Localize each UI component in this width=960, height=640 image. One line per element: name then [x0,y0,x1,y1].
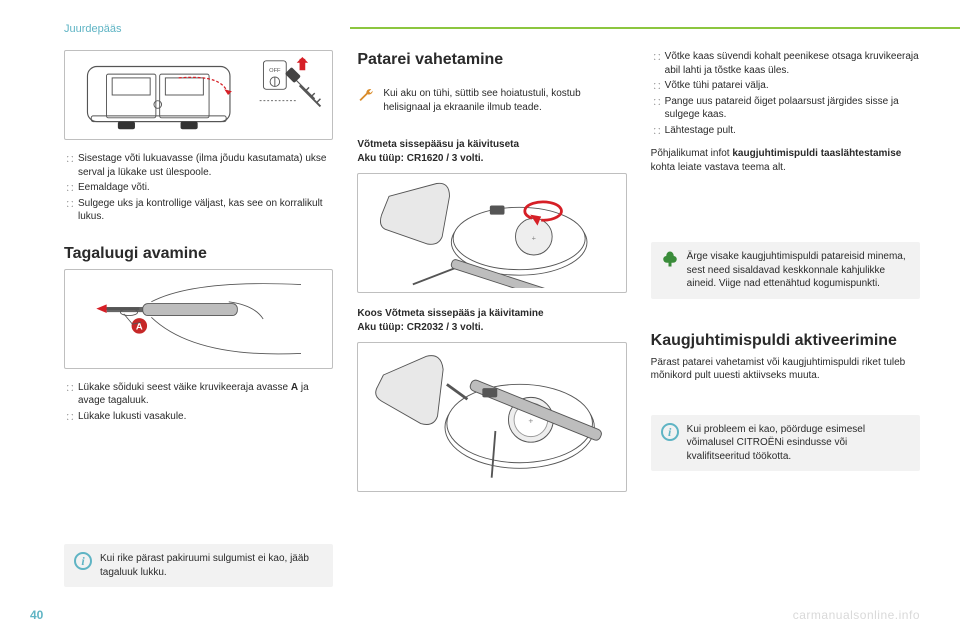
info-callout: i Kui rike pärast pakiruumi sulgumist ei… [64,544,333,587]
callout-text: Kui rike pärast pakiruumi sulgumist ei k… [100,552,323,579]
info-callout: i Kui probleem ei kao, pöörduge esimesel… [651,415,920,472]
battery-subtitle-2-line-1: Koos Võtmeta sissepääs ja käivitamine [357,307,626,321]
step-text: Pange uus patareid õiget polaarsust järg… [665,96,899,121]
battery-subtitle-1-line-1: Võtmeta sissepääsu ja käivituseta [357,138,626,152]
text-part: kohta leiate vastava teema alt. [651,162,786,173]
tailgate-step-list: Lükake sõiduki seest väike kruvikeeraja … [64,381,333,426]
step-text: Võtke tühi patarei välja. [665,80,769,91]
cover-step-item: Võtke kaas süvendi kohalt peenikese otsa… [651,50,920,77]
column-3: Võtke kaas süvendi kohalt peenikese otsa… [651,50,920,595]
reinit-body: Pärast patarei vahetamist või kaugjuhtim… [651,356,920,383]
fob-open-drawing-2: + [362,347,621,487]
tailgate-illustration: A [64,269,333,369]
van-rear-illustration: OFF [64,50,333,140]
heading-battery: Patarei vahetamine [357,50,626,69]
tailgate-step-item: Lükake sõiduki seest väike kruvikeeraja … [64,381,333,408]
step-text: Sisestage võti lukuavasse (ilma jõudu ka… [78,153,326,178]
step-text: Sulgege uks ja kontrollige väljast, kas … [78,198,323,223]
step-text: Eemaldage võti. [78,182,150,193]
keyfob-illustration-1: + [357,173,626,293]
callout-text: Kui probleem ei kao, pöörduge esimesel v… [687,423,910,464]
heading-tailgate: Tagaluugi avamine [64,244,333,263]
cover-step-list: Võtke kaas süvendi kohalt peenikese otsa… [651,50,920,139]
section-header: Juurdepääs [64,23,122,35]
content-columns: OFF Sisestage võti lukuavasse (ilma jõud [64,50,920,595]
reset-more-info: Põhjalikumat infot kaugjuhtimispuldi taa… [651,147,920,174]
manual-page: Juurdepääs 40 carmanualsonline.info [0,0,960,640]
watermark: carmanualsonline.info [793,608,920,622]
wrench-callout: Kui aku on tühi, süttib see hoiatustuli,… [357,83,626,118]
key-off-drawing: OFF [256,57,326,133]
step-text-part: Lükake sõiduki seest väike kruvikeeraja … [78,382,291,393]
eco-callout: Ärge visake kaugjuhtimispuldi patareisid… [651,242,920,299]
cover-step-item: Pange uus patareid õiget polaarsust järg… [651,95,920,122]
keyfob-illustration-2: + [357,342,626,492]
page-number: 40 [30,608,43,622]
svg-text:+: + [529,416,534,426]
callout-text: Kui aku on tühi, süttib see hoiatustuli,… [383,87,626,114]
step-text: Võtke kaas süvendi kohalt peenikese otsa… [665,51,919,76]
top-accent-bar [350,27,960,29]
svg-text:+: + [532,234,536,243]
svg-text:OFF: OFF [269,68,281,74]
step-text: Lähtestage pult. [665,125,736,136]
cover-step-item: Lähtestage pult. [651,124,920,138]
text-part: Põhjalikumat infot [651,148,733,159]
info-icon: i [661,423,679,441]
column-2: Patarei vahetamine Kui aku on tühi, sütt… [357,50,626,595]
tree-icon [661,250,679,268]
callout-text: Ärge visake kaugjuhtimispuldi patareisid… [687,250,910,291]
column-1: OFF Sisestage võti lukuavasse (ilma jõud [64,50,333,595]
lock-step-item: Eemaldage võti. [64,181,333,195]
battery-subtitle-2-line-2: Aku tüüp: CR2032 / 3 volti. [357,321,626,335]
wrench-icon [357,87,375,105]
screwdriver-latch-drawing: A [71,276,326,362]
heading-reinit: Kaugjuhtimispuldi aktiveerimine [651,331,920,350]
fob-open-drawing-1: + [362,178,621,288]
lock-step-list: Sisestage võti lukuavasse (ilma jõudu ka… [64,152,333,226]
lock-step-item: Sisestage võti lukuavasse (ilma jõudu ka… [64,152,333,179]
text-bold: kaugjuhtimispuldi taaslähtestamise [732,148,901,159]
lock-step-item: Sulgege uks ja kontrollige väljast, kas … [64,197,333,224]
cover-step-item: Võtke tühi patarei välja. [651,79,920,93]
tailgate-step-item: Lükake lukusti vasakule. [64,410,333,424]
info-icon: i [74,552,92,570]
battery-subtitle-1-line-2: Aku tüüp: CR1620 / 3 volti. [357,152,626,166]
step-text: Lükake lukusti vasakule. [78,411,186,422]
van-drawing [71,57,248,133]
